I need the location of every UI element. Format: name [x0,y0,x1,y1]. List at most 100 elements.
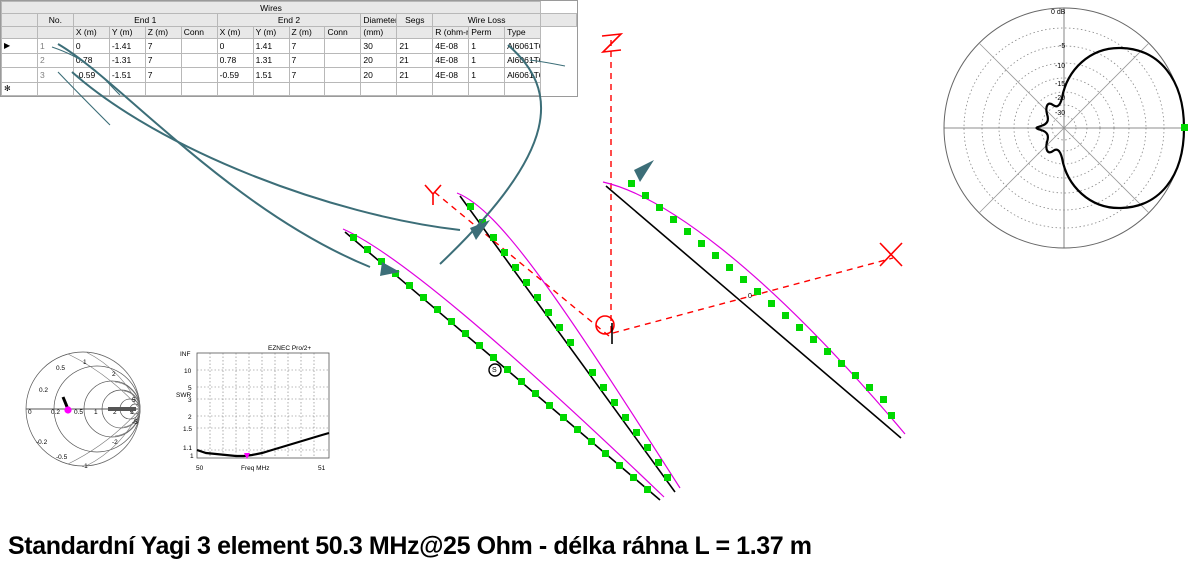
y-tick-11: 1.1 [183,445,192,452]
swr-brand-label: EZNEC Pro/2+ [268,345,311,352]
cell-r[interactable]: 4E-08 [432,38,470,54]
cell-x1[interactable]: 0.78 [72,52,110,69]
cell-dia[interactable]: 20 [360,52,398,69]
smith-reactance-arcs [67,351,141,467]
cell-z2[interactable]: 7 [288,67,326,83]
feedpoint-circle-icon[interactable] [595,315,615,335]
cell-conn2[interactable] [324,38,362,54]
wire-2-line [344,231,661,501]
wire-1-segment-markers [467,203,671,481]
callout-arrowheads [380,160,654,276]
table-row[interactable]: 2 0.78 -1.31 7 0.78 1.31 7 20 21 4E-08 1… [1,52,577,69]
new-cell-y2[interactable] [252,81,290,97]
cell-conn1[interactable] [180,38,218,54]
origin-label: 0 [748,293,752,300]
wire-element-2[interactable]: S [342,228,665,501]
cell-conn2[interactable] [324,67,362,83]
swr-curve [196,431,330,458]
cell-r[interactable]: 4E-08 [432,67,470,83]
smith-label-5: 5 [130,409,134,416]
row-selector-current[interactable]: ▶ [1,38,38,54]
cell-segs[interactable]: 21 [396,38,434,54]
col-wireloss-header: Wire Loss [432,13,542,27]
cell-z1[interactable]: 7 [144,38,182,54]
swr-gridlines [197,353,329,458]
cell-dia[interactable]: 20 [360,67,398,83]
table-row[interactable]: 3 -0.59 -1.51 7 -0.59 1.51 7 20 21 4E-08… [1,67,577,83]
wire-element-3[interactable]: 0 [602,180,906,439]
cell-y1[interactable]: -1.31 [108,52,146,69]
col-segs-subheader [396,25,434,40]
cell-segs[interactable]: 21 [396,52,434,69]
cell-y1[interactable]: -1.51 [108,67,146,83]
cell-y2[interactable]: 1.41 [252,38,290,54]
swr-plot[interactable]: EZNEC Pro/2+ INF 10 5 3 2 1.5 1.1 1 SWR … [176,340,334,478]
cell-segs[interactable]: 21 [396,67,434,83]
new-cell-conn1[interactable] [180,81,218,97]
row-selector[interactable] [1,52,38,69]
col-segs-header: Segs [396,13,434,27]
z-axis-label-glyph [600,32,624,54]
col-dia-subheader: (mm) [360,25,398,40]
cell-dia[interactable]: 30 [360,38,398,54]
cell-x2[interactable]: 0 [216,38,254,54]
smith-label-1: 1 [94,409,98,416]
cell-type[interactable]: Al6061T6 [504,38,542,54]
cell-type[interactable]: Al6061T6 [504,67,542,83]
new-cell-conn2[interactable] [324,81,362,97]
cell-x1[interactable]: -0.59 [72,67,110,83]
cell-r[interactable]: 4E-08 [432,52,470,69]
ring-label-1: -5 [1059,43,1065,50]
smith-chart[interactable]: 0 0.2 0.5 1 2 5 0.5 0.2 1 2 5 -0.2 -0.5 … [8,344,168,474]
col-end2-header: End 2 [216,13,362,27]
cell-z1[interactable]: 7 [144,52,182,69]
new-cell-perm[interactable] [468,81,506,97]
cell-y1[interactable]: -1.41 [108,38,146,54]
cell-x1[interactable]: 0 [72,38,110,54]
cell-type[interactable]: Al6061T6 [504,52,542,69]
cell-x2[interactable]: -0.59 [216,67,254,83]
new-cell-y1[interactable] [108,81,146,97]
wires-table[interactable]: Wires No. End 1 End 2 Diameter Segs Wire… [0,0,577,97]
smith-label-dn-2: -2 [112,439,118,446]
smith-label-2: 2 [113,409,117,416]
new-cell-z2[interactable] [288,81,326,97]
new-cell-x1[interactable] [72,81,110,97]
cell-y2[interactable]: 1.51 [252,67,290,83]
col-spacer-header [540,13,577,27]
cell-z2[interactable]: 7 [288,38,326,54]
cell-conn2[interactable] [324,52,362,69]
new-cell-type[interactable] [504,81,542,97]
table-row-new[interactable]: ✻ [1,81,577,97]
col-y1-subheader: Y (m) [108,25,146,40]
wires-table-panel[interactable]: Wires No. End 1 End 2 Diameter Segs Wire… [0,0,578,97]
cell-y2[interactable]: 1.31 [252,52,290,69]
new-cell-segs[interactable] [396,81,434,97]
smith-label-dn-1: -1 [82,463,88,470]
new-cell-no[interactable] [36,81,74,97]
col-x2-subheader: X (m) [216,25,254,40]
y-tick-2: 2 [188,414,192,421]
new-cell-x2[interactable] [216,81,254,97]
new-cell-dia[interactable] [360,81,398,97]
cell-x2[interactable]: 0.78 [216,52,254,69]
source-marker-icon[interactable] [488,363,502,377]
new-cell-z1[interactable] [144,81,182,97]
cell-z2[interactable]: 7 [288,52,326,69]
table-title-row: Wires [0,0,577,15]
y-tick-3: 3 [188,397,192,404]
cell-perm[interactable]: 1 [468,67,506,83]
wire-1-line [459,195,676,493]
cell-z1[interactable]: 7 [144,67,182,83]
new-row-marker[interactable]: ✻ [1,81,38,97]
table-row[interactable]: ▶ 1 0 -1.41 7 0 1.41 7 30 21 4E-08 1 Al6… [1,38,577,54]
cell-perm[interactable]: 1 [468,52,506,69]
cell-conn1[interactable] [180,52,218,69]
new-cell-r[interactable] [432,81,470,97]
wire-element-1[interactable] [456,192,681,493]
azimuth-pattern-plot[interactable]: 0 dB -5 -10 -15 -20 -30 [935,2,1193,250]
cell-conn1[interactable] [180,67,218,83]
row-selector[interactable] [1,67,38,83]
smith-labels: 0 0.2 0.5 1 2 5 0.5 0.2 1 2 5 -0.2 -0.5 … [28,359,138,470]
cell-perm[interactable]: 1 [468,38,506,54]
